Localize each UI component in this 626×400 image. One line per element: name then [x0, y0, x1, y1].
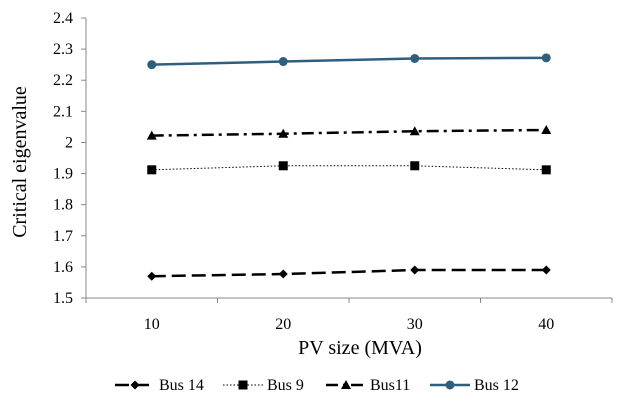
series-layer	[146, 53, 552, 281]
data-point	[278, 161, 288, 171]
x-tick-label: 20	[275, 316, 291, 333]
x-axis-ticks: 10 20 30 40	[85, 298, 613, 333]
legend-marker	[341, 380, 351, 389]
legend-item: Bus11	[326, 377, 410, 394]
legend-label: Bus11	[370, 377, 410, 394]
legend-label: Bus 9	[267, 377, 304, 394]
series-bus11	[146, 125, 552, 140]
series-line	[151, 268, 547, 278]
data-point	[410, 161, 420, 171]
y-tick-label: 1.9	[53, 166, 73, 183]
data-point	[278, 128, 289, 138]
x-tick-label: 30	[407, 316, 423, 333]
legend-item: Bus 9	[223, 377, 304, 394]
y-tick-label: 1.7	[53, 228, 73, 245]
legend-label: Bus 14	[159, 377, 204, 394]
legend-marker	[238, 380, 248, 390]
data-point	[147, 165, 157, 175]
x-tick-label: 10	[144, 316, 160, 333]
series-bus-14	[147, 265, 551, 281]
data-point	[541, 165, 551, 175]
legend-marker	[130, 380, 140, 390]
series-line	[151, 165, 547, 171]
data-point	[409, 126, 420, 136]
x-tick-label: 40	[538, 316, 554, 333]
y-tick-label: 1.5	[53, 290, 73, 307]
data-point	[278, 269, 288, 279]
y-tick-label: 1.8	[53, 197, 73, 214]
y-tick-label: 2.3	[53, 41, 73, 58]
data-point	[541, 265, 551, 275]
y-tick-label: 1.6	[53, 259, 73, 276]
series-line	[151, 128, 547, 137]
y-tick-label: 2.1	[53, 103, 73, 120]
y-tick-label: 2	[65, 134, 73, 151]
legend-label: Bus 12	[474, 377, 519, 394]
y-tick-label: 2.4	[53, 10, 73, 27]
legend-marker	[445, 380, 455, 390]
legend-item: Bus 12	[430, 377, 519, 394]
data-point	[278, 57, 288, 67]
y-axis-title: Critical eigenvalue	[9, 86, 31, 238]
data-point	[147, 60, 157, 70]
y-axis-ticks: 1.5 1.6 1.7 1.8 1.9 2 2.1 2.2 2.3 2.4	[53, 10, 86, 307]
data-point	[146, 130, 157, 140]
data-point	[541, 125, 552, 134]
series-line	[151, 56, 547, 66]
series-bus-9	[147, 161, 551, 175]
data-point	[410, 53, 420, 63]
y-tick-label: 2.2	[53, 72, 73, 89]
data-point	[541, 53, 551, 63]
legend-item: Bus 14	[115, 377, 204, 394]
series-bus-12	[147, 53, 551, 70]
x-axis-title: PV size (MVA)	[298, 337, 422, 359]
legend: Bus 14 Bus 9 Bus11 Bus 12	[115, 377, 519, 394]
data-point	[147, 271, 157, 281]
data-point	[410, 265, 420, 275]
